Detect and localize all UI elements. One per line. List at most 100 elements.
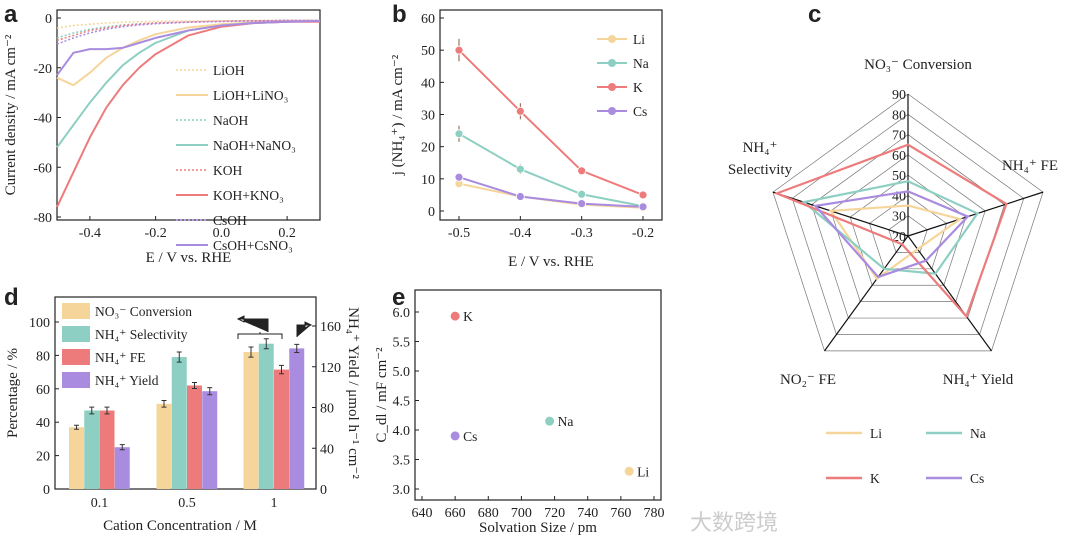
x-tick-label: 760 [610,506,631,521]
y-tick-label: 3.5 [393,454,411,469]
data-point-Cs [454,172,464,182]
y-tick-label: 60 [36,383,50,398]
bar-Cs [202,391,218,489]
legend-label: CsOH+CsNO₃ [213,238,293,253]
legend-swatch [62,303,90,319]
bar-K [99,410,115,489]
data-point-Na [515,164,525,174]
x-tick-label: 720 [544,506,565,521]
bracket [237,332,283,339]
y-tick-label: 4.0 [393,424,411,439]
x-tick-label: 780 [644,506,665,521]
y-tick-label: 0 [428,205,435,220]
y-tick-label: 50 [421,44,435,59]
bar-Li [69,427,84,489]
x-tick-label: -0.5 [448,226,470,241]
radar-axis-label: NO₂⁻ FE [780,372,836,388]
y-tick-label: -80 [33,211,52,226]
radar-axis-label: NH₄⁺ FE [1002,158,1058,174]
data-point-Cs [515,192,525,201]
data-point-Cs [577,199,587,209]
x-axis-title: E / V vs. RHE [146,250,232,266]
radar-tick-label: 90 [892,88,906,103]
panel-e-chart: 640 660 680 700 720 740 760 780 3.0 3.5 4.0 4.5 5.0 5… [374,289,665,536]
scatter-point-Cs [450,431,460,441]
legend-label: K [870,471,880,486]
radar-axis-label: Selectivity [728,162,793,178]
x-axis-title: Solvation Size / pm [479,520,597,536]
radar-tick-label: 50 [892,169,906,184]
legend-label: LiOH [213,63,245,78]
radar-series-Li [828,204,963,281]
scatter-point-Na [545,416,555,426]
panel-a-chart: -0.4 -0.2 0.0 0.2 0 -20 -40 -60 -80 E / V vs. RHE… [3,9,321,266]
error-bar [263,338,269,350]
y-tick-label: 40 [36,416,50,431]
legend-swatch [62,349,90,365]
panel-label-e: e [392,284,405,311]
panel-b-chart: -0.5 -0.4 -0.3 -0.2 0 10 20 30 40 50 60 E / V vs. R… [390,9,663,270]
legend-label: KOH [213,163,242,178]
radar-grid-ring [869,194,947,270]
y-tick-label: -40 [33,112,52,127]
bar-Cs [289,348,305,489]
panel-label-c: c [808,1,821,28]
bar-Na [258,343,274,489]
y-tick-label: 5.0 [393,365,411,380]
x-tick-label: -0.4 [509,226,531,241]
radar-grid-ring [849,174,967,286]
error-bar [248,346,254,358]
error-bar [74,424,79,430]
x-tick-label: -0.3 [571,226,593,241]
y-tick-label: 60 [421,12,435,27]
x-tick-label: -0.4 [79,226,101,241]
radar-axis-label: NO₃⁻ Conversion [864,57,972,73]
error-bar [119,444,125,451]
legend-label: LiOH+LiNO₃ [213,88,289,103]
error-bar [294,343,300,353]
point-label: K [463,309,473,324]
x-tick-label: 0.2 [278,226,296,241]
point-label: Li [637,464,649,479]
x-tick-label: 1 [271,496,278,511]
radar-axis [907,191,1044,237]
x-tick-label: 700 [511,506,532,521]
legend-label: CsOH [213,213,247,228]
y-tick-label: 80 [36,349,50,364]
plot-frame [414,289,662,501]
y-tick-label: 4.5 [393,395,411,410]
radar-tick-label: 60 [892,149,906,164]
error-bar [176,351,182,363]
error-bar [161,399,167,408]
data-point-K [515,106,525,116]
legend-marker [608,59,616,67]
series-line-K [458,49,644,196]
y-right-tick-label: 80 [320,402,334,417]
error-bar [192,381,197,389]
radar-tick-label: 70 [892,129,906,144]
x-tick-label: 660 [445,506,466,521]
panel-d-chart: 0 20 40 60 80 100 0 40 80 120 160 0.1 0.5 1 Cation Con… [5,296,361,534]
legend-label: NH₄⁺ Selectivity [95,327,188,342]
legend-marker [608,107,616,115]
bar-Na [84,410,100,489]
x-tick-label: 680 [478,506,499,521]
y-tick-label: 20 [36,450,50,465]
radar-grid-ring [772,93,1044,352]
bar-Li [156,403,172,489]
data-point-Na [454,129,464,139]
radar-axis [772,191,909,237]
bar-K [274,369,289,489]
legend-swatch [62,372,90,388]
data-point-Na [577,189,587,199]
y-tick-label: 5.5 [393,336,411,351]
x-tick-label: 0.0 [213,226,231,241]
bar-K [187,385,202,489]
legend-swatch [62,326,90,342]
error-bar [207,387,213,396]
error-bar [279,364,284,375]
y-tick-label: 10 [421,173,435,188]
right-axis-arrow [296,321,313,337]
y-right-tick-label: 120 [320,361,341,376]
